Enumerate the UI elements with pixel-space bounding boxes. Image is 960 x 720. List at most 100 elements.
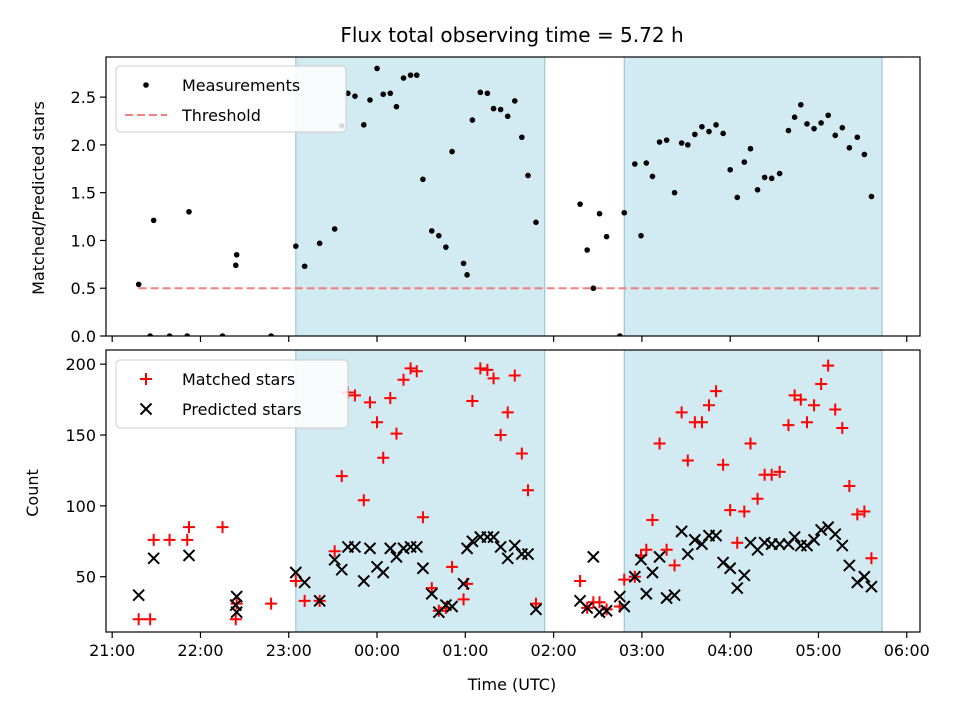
matched-star-point (782, 419, 795, 432)
predicted-star-point (501, 552, 514, 565)
measurement-point (413, 72, 420, 78)
predicted-star-point (618, 600, 631, 613)
predicted-star-point (348, 540, 362, 554)
matched-star-point (348, 389, 361, 402)
measurement-point (706, 128, 712, 135)
predicted-star-point (466, 535, 479, 548)
matched-star-point (481, 363, 494, 376)
legend-marker (140, 373, 152, 385)
observing-window-shade (623, 349, 883, 633)
matched-star-point (265, 597, 278, 610)
predicted-star-point (230, 605, 243, 619)
matched-star-point (163, 533, 176, 546)
matched-star-point (229, 613, 242, 626)
measurement-point (184, 333, 191, 336)
matched-star-point (773, 465, 786, 478)
matched-star-point (702, 399, 715, 412)
matched-star-point (681, 454, 694, 467)
matched-star-point (717, 458, 730, 471)
matched-star-point (501, 406, 514, 419)
measurement-point (360, 122, 367, 128)
measurement-point (331, 226, 338, 232)
measurement-point (603, 233, 610, 240)
matched-star-point (865, 552, 878, 565)
x-axis-label: Time (UTC) (467, 675, 556, 694)
matched-star-point (695, 416, 708, 429)
measurement-point (219, 333, 226, 336)
measurement-point (460, 260, 467, 267)
predicted-star-point (653, 550, 666, 564)
matched-star-point (829, 403, 842, 416)
matched-star-point (474, 362, 487, 375)
legend-label: Threshold (181, 106, 261, 125)
predicted-star-point (668, 588, 681, 602)
predicted-star-point (829, 528, 842, 541)
matched-star-point (836, 421, 849, 434)
predicted-star-point (529, 603, 543, 616)
measurement-point (477, 89, 484, 96)
y-tick-label: 2.5 (71, 88, 96, 107)
matched-star-point (815, 378, 828, 391)
matched-star-point (397, 373, 410, 386)
measurement-point (407, 72, 414, 78)
legend-label: Predicted stars (182, 400, 302, 419)
measurement-point (818, 120, 824, 126)
matched-star-point (181, 533, 194, 546)
measurement-point (643, 160, 650, 166)
axes-frame (105, 349, 921, 633)
measurement-point (525, 172, 531, 179)
measurement-point (232, 262, 239, 269)
bottom-y-axis-label: Count (23, 469, 42, 517)
matched-star-point (425, 582, 438, 595)
measurement-point (727, 166, 733, 173)
matched-star-point (593, 596, 606, 609)
predicted-star-point (788, 530, 801, 544)
predicted-star-point (628, 570, 642, 583)
y-tick-label: 0.0 (71, 327, 96, 346)
measurement-point (186, 208, 192, 215)
legend-marker (143, 82, 149, 88)
legend-marker (139, 402, 153, 416)
matched-star-point (529, 597, 542, 610)
predicted-star-point (688, 533, 702, 547)
matched-star-point (851, 508, 864, 521)
measurement-point (804, 121, 810, 127)
measurement-point (490, 105, 497, 112)
predicted-star-point (313, 594, 326, 608)
predicted-star-point (773, 537, 786, 551)
x-tick-label: 03:00 (619, 641, 665, 660)
measurement-point (519, 134, 525, 141)
matched-star-point (298, 594, 311, 607)
measurement-point (469, 117, 476, 123)
measurement-point (596, 210, 603, 217)
matched-star-point (744, 437, 757, 450)
measurement-point (233, 251, 240, 258)
predicted-star-point (410, 540, 423, 554)
predicted-star-point (416, 562, 430, 575)
matched-star-point (800, 416, 813, 429)
measurement-point (785, 127, 792, 134)
matched-star-point (858, 505, 871, 518)
predicted-star-point (731, 581, 744, 595)
predicted-star-point (182, 549, 196, 562)
matched-star-point (794, 393, 807, 406)
measurement-point (685, 142, 691, 148)
matched-star-point (843, 480, 856, 493)
predicted-star-point (335, 563, 348, 576)
x-tick-label: 23:00 (266, 641, 312, 660)
measurement-point (400, 75, 407, 81)
measurement-point (811, 125, 817, 132)
matched-star-point (640, 543, 653, 556)
matched-star-point (494, 429, 507, 442)
predicted-star-point (147, 552, 160, 565)
predicted-star-point (580, 601, 594, 615)
measurement-point (428, 228, 435, 234)
top-y-axis-label: Matched/Predicted stars (29, 101, 48, 295)
matched-star-point (363, 396, 376, 409)
measurement-point (345, 90, 351, 97)
predicted-star-point (363, 542, 377, 555)
predicted-star-point (390, 550, 403, 564)
predicted-star-point (494, 540, 507, 554)
predicted-star-point (695, 537, 709, 551)
predicted-star-point (289, 566, 303, 579)
